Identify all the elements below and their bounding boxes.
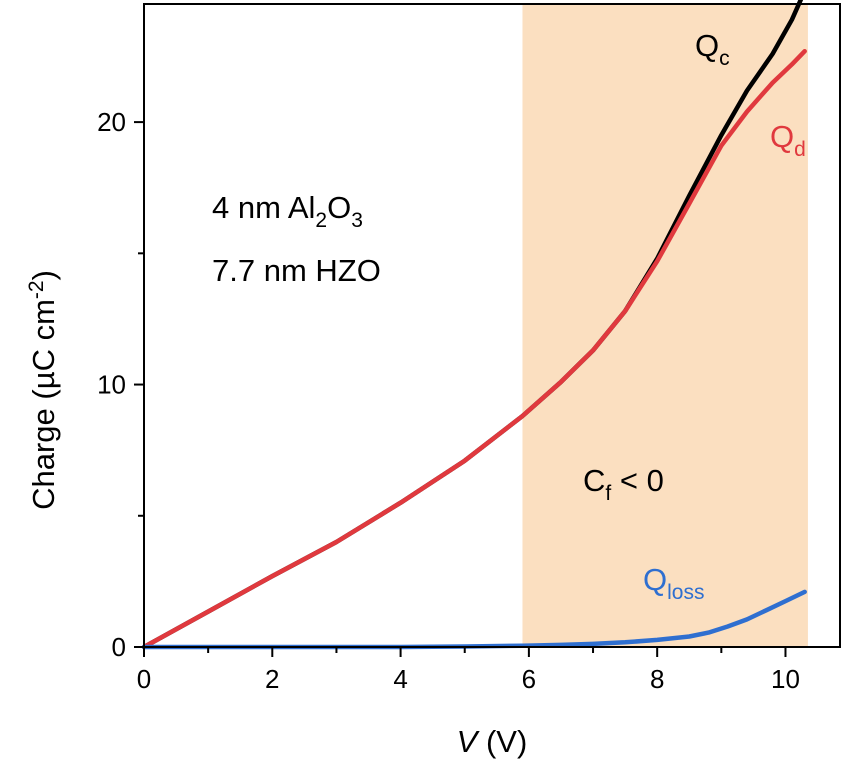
series-line-d — [141, 48, 807, 650]
plot-frame — [143, 3, 841, 648]
series-label-qc: Qc — [695, 28, 730, 70]
y-tick-label-10: 10 — [97, 370, 126, 400]
x-tick-label-6: 6 — [522, 664, 536, 694]
tick-layer: 0 2 4 6 8 10 0 10 20 — [97, 107, 800, 694]
x-tick-label-8: 8 — [650, 664, 664, 694]
series-label-qd: Qd — [770, 119, 806, 161]
x-tick-label-0: 0 — [137, 664, 151, 694]
y-axis-title: Charge (µC cm-2) — [25, 270, 61, 510]
region-label: Cf < 0 — [583, 463, 664, 505]
x-tick-label-2: 2 — [265, 664, 279, 694]
x-tick-label-4: 4 — [393, 664, 407, 694]
sample-label-line1: 4 nm Al2O3 — [212, 190, 363, 232]
x-tick-label-10: 10 — [771, 664, 800, 694]
y-tick-label-20: 20 — [97, 107, 126, 137]
y-tick-label-0: 0 — [112, 632, 126, 662]
series-label-qloss: Qloss — [643, 562, 704, 604]
x-axis-title: V (V) — [457, 724, 528, 759]
negative-capacitance-region — [522, 4, 808, 647]
sample-label-line2: 7.7 nm HZO — [212, 253, 381, 288]
